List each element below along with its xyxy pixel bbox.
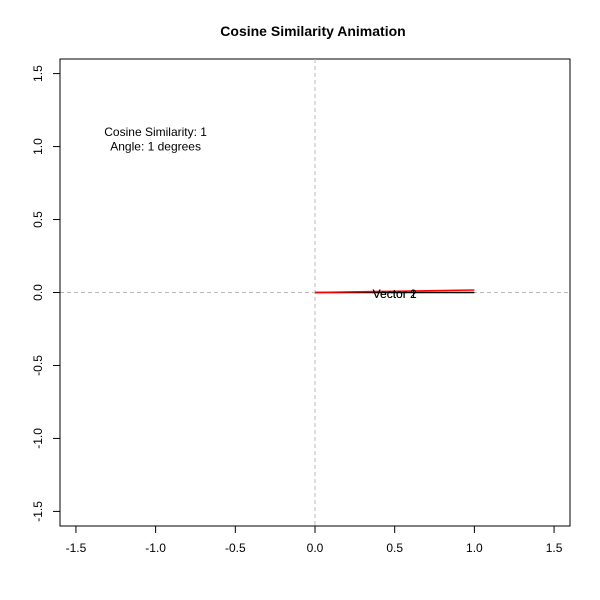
x-tick-label: 0.5 bbox=[386, 541, 403, 555]
y-tick-label: -1.0 bbox=[31, 428, 45, 449]
x-tick-label: 0.0 bbox=[307, 541, 324, 555]
chart-title: Cosine Similarity Animation bbox=[220, 23, 405, 39]
annotation-text: Angle: 1 degrees bbox=[110, 140, 201, 154]
vector-label: Vector 1 bbox=[373, 287, 417, 301]
x-tick-label: 1.0 bbox=[466, 541, 483, 555]
y-axis: -1.5 -1.0 -0.5 0.0 0.5 1.0 1.5 bbox=[31, 65, 61, 522]
y-tick-label: -1.5 bbox=[31, 501, 45, 522]
y-tick-label: 1.5 bbox=[31, 65, 45, 82]
x-axis: -1.5 -1.0 -0.5 0.0 0.5 1.0 1.5 bbox=[66, 525, 563, 555]
x-tick-label: -1.0 bbox=[145, 541, 166, 555]
x-tick-label: -0.5 bbox=[225, 541, 246, 555]
vector-line bbox=[314, 289, 475, 294]
y-tick-label: -0.5 bbox=[31, 355, 45, 376]
y-tick-label: 0.5 bbox=[31, 211, 45, 228]
annotation-text: Cosine Similarity: 1 bbox=[104, 125, 207, 139]
x-tick-label: -1.5 bbox=[66, 541, 87, 555]
y-tick-label: 1.0 bbox=[31, 138, 45, 155]
x-tick-label: 1.5 bbox=[546, 541, 563, 555]
vector-label: Vector 2 bbox=[373, 287, 417, 301]
y-tick-label: 0.0 bbox=[31, 284, 45, 301]
